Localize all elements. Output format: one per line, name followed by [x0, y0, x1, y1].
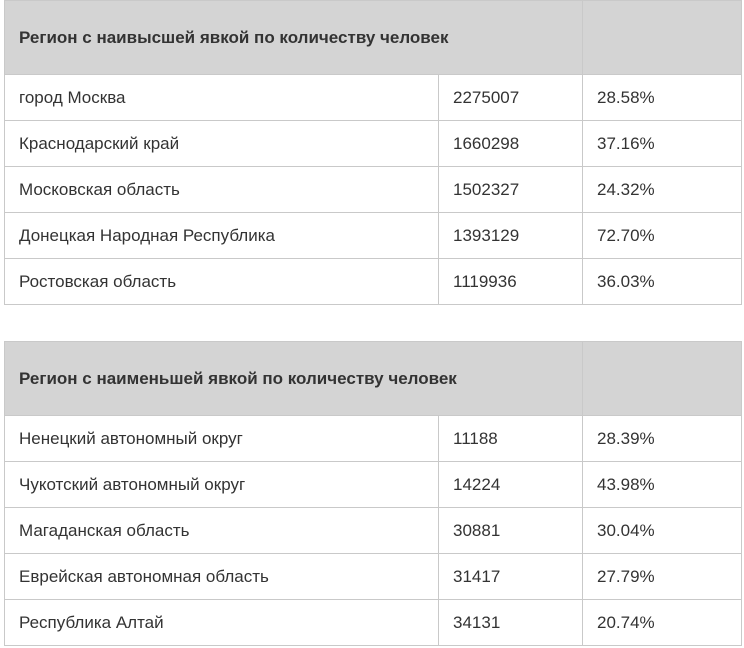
count-cell: 34131 [437, 599, 584, 646]
table-header-title: Регион с наименьшей явкой по количеству … [3, 341, 584, 416]
region-cell: Чукотский автономный округ [4, 461, 439, 508]
count-cell: 11188 [437, 415, 584, 462]
table-row: Краснодарский край 1660298 37.16% [4, 120, 742, 167]
region-cell: Республика Алтай [4, 599, 439, 646]
percent-cell: 28.39% [582, 415, 743, 462]
percent-cell: 27.79% [582, 553, 743, 600]
highest-turnout-table: Регион с наивысшей явкой по количеству ч… [4, 0, 742, 305]
lowest-turnout-table: Регион с наименьшей явкой по количеству … [3, 341, 743, 646]
table-row: Ненецкий автономный округ 11188 28.39% [4, 415, 743, 462]
table-header-empty-cell [582, 0, 742, 75]
percent-cell: 28.58% [582, 74, 742, 121]
table-header-row: Регион с наименьшей явкой по количеству … [3, 341, 743, 416]
region-cell: Магаданская область [4, 507, 439, 554]
percent-cell: 43.98% [582, 461, 743, 508]
region-cell: Московская область [4, 166, 439, 213]
percent-cell: 72.70% [582, 212, 742, 259]
table-row: Донецкая Народная Республика 1393129 72.… [4, 212, 742, 259]
table-header-empty-cell [582, 341, 743, 416]
count-cell: 1393129 [438, 212, 583, 259]
count-cell: 30881 [437, 507, 584, 554]
region-cell: город Москва [4, 74, 439, 121]
region-cell: Еврейская автономная область [4, 553, 439, 600]
table-header-row: Регион с наивысшей явкой по количеству ч… [4, 0, 742, 75]
table-row: Чукотский автономный округ 14224 43.98% [4, 461, 743, 508]
table-row: Республика Алтай 34131 20.74% [4, 599, 743, 646]
count-cell: 1119936 [438, 258, 583, 305]
percent-cell: 36.03% [582, 258, 742, 305]
table-header-title: Регион с наивысшей явкой по количеству ч… [4, 0, 583, 75]
count-cell: 31417 [437, 553, 584, 600]
region-cell: Краснодарский край [4, 120, 439, 167]
count-cell: 14224 [437, 461, 584, 508]
count-cell: 2275007 [438, 74, 583, 121]
percent-cell: 20.74% [582, 599, 743, 646]
table-row: Ростовская область 1119936 36.03% [4, 258, 742, 305]
percent-cell: 37.16% [582, 120, 742, 167]
percent-cell: 24.32% [582, 166, 742, 213]
region-cell: Ростовская область [4, 258, 439, 305]
count-cell: 1660298 [438, 120, 583, 167]
percent-cell: 30.04% [582, 507, 743, 554]
count-cell: 1502327 [438, 166, 583, 213]
table-row: Московская область 1502327 24.32% [4, 166, 742, 213]
table-row: Магаданская область 30881 30.04% [4, 507, 743, 554]
region-cell: Донецкая Народная Республика [4, 212, 439, 259]
region-cell: Ненецкий автономный округ [4, 415, 439, 462]
table-row: Еврейская автономная область 31417 27.79… [4, 553, 743, 600]
table-row: город Москва 2275007 28.58% [4, 74, 742, 121]
